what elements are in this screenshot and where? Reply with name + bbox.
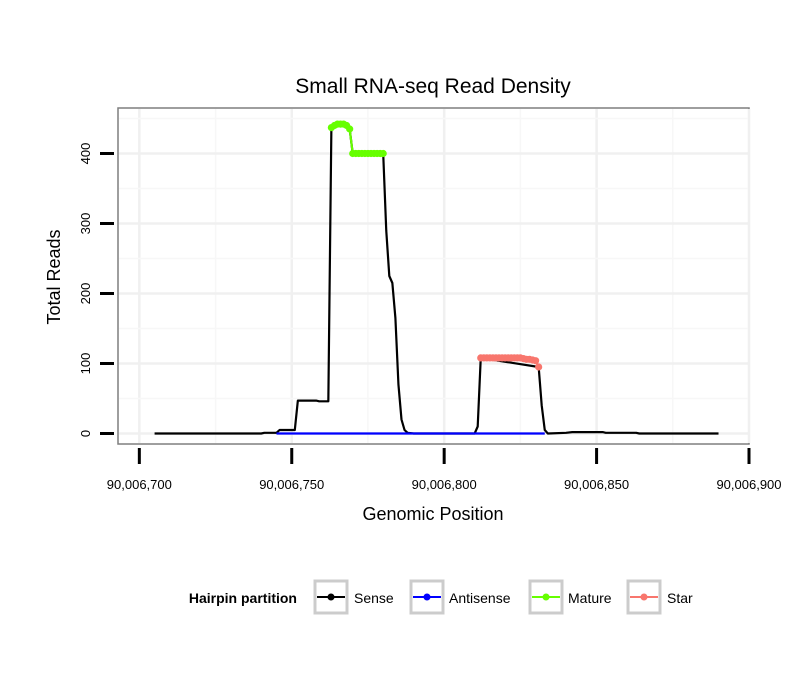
legend-label-star: Star <box>667 590 693 606</box>
legend-label-sense: Sense <box>354 590 394 606</box>
legend-key-point <box>640 593 648 601</box>
legend-key-point <box>542 593 550 601</box>
x-axis-title: Genomic Position <box>362 504 503 524</box>
legend-key-point <box>327 593 335 601</box>
chart-title: Small RNA-seq Read Density <box>295 75 571 98</box>
x-tick-label: 90,006,700 <box>107 477 172 492</box>
x-tick-label: 90,006,900 <box>716 477 781 492</box>
legend-title: Hairpin partition <box>189 590 297 606</box>
legend: Hairpin partition Sense Antisense Mature St… <box>189 579 693 615</box>
y-tick-label: 100 <box>78 353 93 375</box>
legend-items: Sense Antisense Mature Star <box>313 579 693 615</box>
legend-item-mature: Mature <box>528 579 612 615</box>
grid-lines <box>119 109 751 443</box>
plot-panel <box>117 107 750 445</box>
data-point-star <box>535 363 543 371</box>
legend-item-sense: Sense <box>313 579 394 615</box>
series-sense <box>154 122 719 435</box>
legend-item-antisense: Antisense <box>409 579 511 615</box>
y-tick-label: 200 <box>78 283 93 305</box>
legend-key-point <box>423 593 431 601</box>
axes: 90,006,700 90,006,750 90,006,800 90,006,850… <box>78 143 782 492</box>
data-point-star <box>532 357 540 365</box>
y-tick-label: 300 <box>78 213 93 235</box>
x-tick-label: 90,006,800 <box>412 477 477 492</box>
series-line-sense <box>154 122 719 435</box>
data-point-mature <box>346 125 354 133</box>
series-layer <box>154 120 719 435</box>
y-tick-label: 400 <box>78 143 93 165</box>
y-tick-label: 0 <box>78 430 93 437</box>
x-tick-label: 90,006,850 <box>564 477 629 492</box>
data-point-mature <box>379 149 387 158</box>
series-mature <box>327 120 387 158</box>
x-tick-label: 90,006,750 <box>259 477 324 492</box>
y-axis-title: Total Reads <box>44 229 64 324</box>
legend-item-star: Star <box>626 579 693 615</box>
legend-label-antisense: Antisense <box>449 590 511 606</box>
legend-label-mature: Mature <box>568 590 612 606</box>
series-star <box>477 354 543 371</box>
